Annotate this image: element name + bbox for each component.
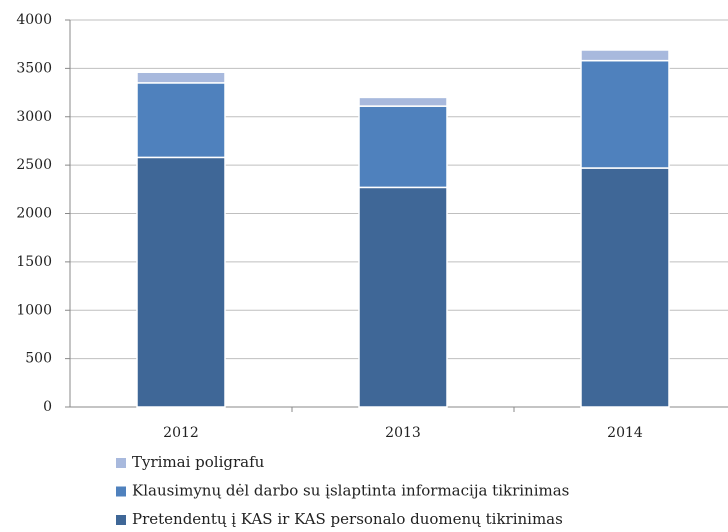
bar-segment [358,105,448,189]
legend-swatch [116,515,126,525]
y-tick-label: 4000 [16,12,52,28]
bar-segment [358,96,448,107]
y-tick-label: 2500 [16,157,52,173]
bar-segment [136,71,226,84]
legend-swatch [116,486,126,497]
legend-label: Pretendentų į KAS ir KAS personalo duome… [132,510,563,528]
bar-segment [358,186,448,408]
bar-segment [136,82,226,159]
bar-segment [580,167,670,408]
y-tick-label: 1500 [16,254,52,270]
bar-segment [580,49,670,62]
bar-segment [580,59,670,169]
y-tick-label: 2000 [16,206,52,222]
x-tick-label: 2014 [607,425,643,441]
y-tick-label: 0 [43,399,52,415]
y-tick-label: 3500 [16,60,52,76]
legend-label: Klausimynų dėl darbo su įslaptinta infor… [132,482,569,500]
y-tick-label: 500 [25,351,52,367]
bar-segment [136,156,226,408]
y-tick-label: 1000 [16,302,52,318]
x-tick-label: 2013 [385,425,421,441]
x-tick-label: 2012 [163,425,199,441]
y-tick-label: 3000 [16,109,52,125]
legend-swatch [116,458,126,468]
legend-label: Tyrimai poligrafu [132,453,265,471]
